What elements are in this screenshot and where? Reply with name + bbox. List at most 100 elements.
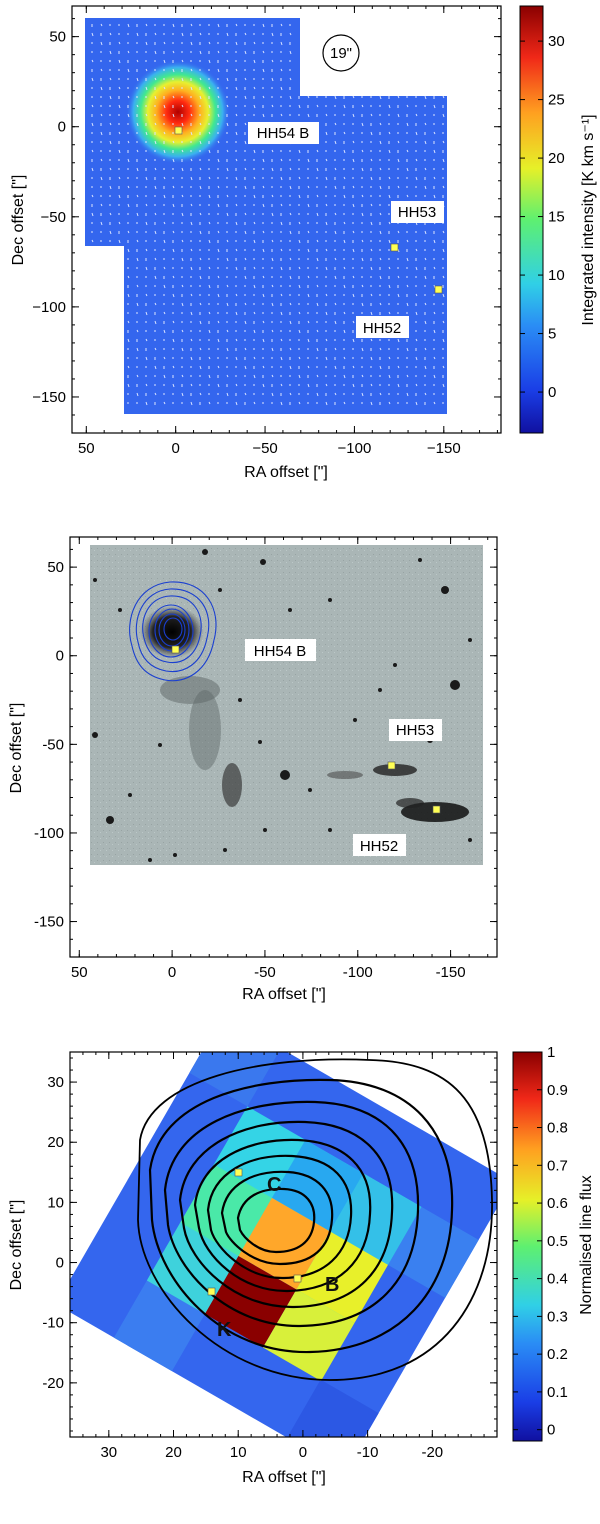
panel-2-star (468, 638, 472, 642)
panel-3-x-tick-label: -10 (357, 1444, 379, 1461)
panel-1-grid-dot (388, 149, 391, 154)
panel-1-grid-dot (217, 140, 220, 144)
panel-1-grid-dot (262, 293, 265, 298)
panel-1-colorbar-label: Integrated intensity [K km s⁻¹] (580, 114, 597, 325)
panel-1-grid-dot (208, 41, 211, 45)
panel-1-grid-dot (154, 32, 157, 36)
panel-1-grid-dot (253, 374, 256, 379)
panel-1-grid-dot (289, 257, 292, 261)
panel-1-grid-dot (343, 356, 346, 360)
panel-1-grid-dot (127, 320, 130, 324)
panel-1-grid-dot (352, 230, 355, 234)
panel-1-grid-dot (154, 185, 157, 190)
panel-1-grid-dot (397, 338, 400, 343)
panel-1-grid-dot (424, 122, 427, 126)
panel-1-grid-dot (397, 140, 400, 144)
panel-1-grid-dot (154, 230, 157, 235)
panel-1-grid-dot (262, 23, 265, 28)
panel-1-grid-dot (136, 284, 139, 288)
panel-1-grid-dot (361, 392, 364, 397)
panel-1-grid-dot (352, 320, 355, 324)
panel-1-grid-dot (262, 158, 265, 163)
panel-1-grid-dot (226, 149, 229, 153)
panel-1-grid-dot (307, 248, 310, 253)
panel-1-grid-dot (163, 149, 166, 154)
panel-1-grid-dot (280, 221, 283, 226)
panel-1-grid-dot (199, 95, 202, 100)
panel-1-grid-dot (91, 239, 94, 243)
panel-1-grid-dot (289, 167, 292, 171)
panel-1-grid-dot (370, 113, 373, 117)
panel-1-grid-dot (244, 32, 247, 36)
panel-1-grid-dot (406, 149, 409, 153)
panel-1-grid-dot (253, 221, 256, 225)
panel-1-grid-dot (280, 113, 283, 117)
panel-1-grid-dot (424, 275, 427, 280)
panel-1-grid-dot (136, 104, 139, 108)
panel-1-colorbar-tick-label: 10 (548, 267, 565, 284)
panel-1-grid-dot (334, 257, 337, 261)
panel-1-grid-dot (325, 401, 328, 406)
panel-1-grid-dot (217, 275, 220, 279)
panel-1-grid-dot (442, 185, 445, 189)
panel-2-star (263, 828, 267, 832)
panel-1-grid-dot (172, 383, 175, 388)
panel-1-grid-dot (145, 293, 148, 297)
panel-1-grid-dot (352, 365, 355, 369)
panel-1-grid-dot (253, 104, 256, 109)
panel-1-colorbar (519, 5, 544, 434)
panel-1-grid-dot (289, 77, 292, 81)
panel-1-grid-dot (289, 32, 292, 36)
panel-1-grid-dot (280, 68, 283, 72)
panel-1-y-tick-label: −50 (41, 209, 66, 226)
panel-1-grid-dot (226, 104, 229, 108)
panel-1-grid-dot (316, 104, 319, 108)
panel-1-grid-dot (136, 149, 139, 153)
panel-1-grid-dot (379, 257, 382, 261)
panel-1-grid-dot (163, 374, 166, 379)
panel-1-grid-dot (406, 122, 409, 127)
panel-1-grid-dot (253, 329, 256, 334)
panel-1-grid-dot (136, 212, 139, 217)
panel-1-grid-dot (424, 347, 427, 351)
panel-1-grid-dot (361, 257, 364, 262)
panel-1-grid-dot (424, 320, 427, 325)
panel-1-grid-dot (208, 311, 211, 315)
panel-2-star (258, 740, 262, 744)
panel-1-grid-dot (388, 104, 391, 109)
panel-3-knot-b: B (325, 1274, 339, 1296)
panel-1-grid-dot (181, 32, 184, 37)
panel-3-y-tick-label: -10 (42, 1315, 64, 1332)
panel-1-grid-dot (316, 374, 319, 378)
panel-1-grid-dot (361, 284, 364, 288)
panel-2-star (441, 586, 449, 594)
panel-1-grid-dot (181, 167, 184, 172)
panel-1-grid-dot (226, 212, 229, 217)
panel-1-grid-dot (433, 104, 436, 109)
panel-1-grid-dot (127, 113, 130, 118)
panel-1-grid-dot (289, 302, 292, 306)
panel-1-grid-dot (190, 23, 193, 27)
panel-3-marker-1 (234, 1168, 243, 1177)
panel-1-grid-dot (244, 77, 247, 81)
panel-1-grid-dot (280, 158, 283, 162)
panel-1-grid-dot (442, 365, 445, 369)
panel-1-grid-dot (217, 338, 220, 343)
panel-1-grid-dot (172, 158, 175, 163)
panel-1-grid-dot (127, 275, 130, 279)
panel-1-grid-dot (388, 374, 391, 379)
panel-1-grid-dot (271, 194, 274, 198)
panel-1-grid-dot (343, 239, 346, 244)
panel-1-grid-dot (370, 176, 373, 181)
panel-1-grid-dot (136, 329, 139, 333)
panel-1-grid-dot (325, 248, 328, 252)
panel-1-grid-dot (217, 185, 220, 189)
panel-1-grid-dot (325, 131, 328, 136)
panel-1-grid-dot (370, 356, 373, 361)
panel-1-grid-dot (127, 365, 130, 369)
panel-1-grid-dot (235, 248, 238, 252)
panel-1-grid-dot (118, 239, 121, 244)
panel-2-star (218, 588, 222, 592)
panel-1-grid-dot (181, 239, 184, 243)
panel-1-grid-dot (109, 95, 112, 100)
